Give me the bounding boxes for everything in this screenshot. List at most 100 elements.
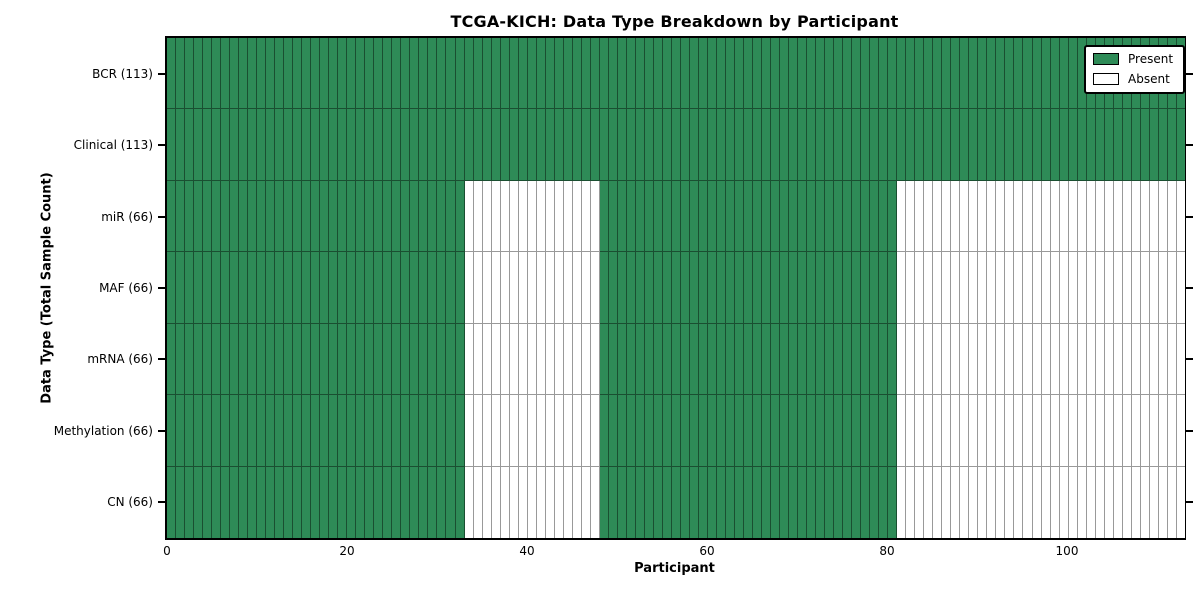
heatmap-cell-present bbox=[320, 395, 330, 467]
heatmap-cell-absent bbox=[563, 395, 573, 467]
heatmap-cell-present bbox=[257, 252, 267, 324]
heatmap-cell-absent bbox=[1149, 323, 1159, 396]
y-tickmark-left bbox=[158, 144, 165, 147]
x-tick-label: 80 bbox=[879, 544, 895, 558]
heatmap-cell-present bbox=[780, 180, 790, 253]
heatmap-cell-present bbox=[266, 395, 276, 467]
heatmap-cell-present bbox=[221, 109, 231, 181]
heatmap-cell-present bbox=[707, 38, 717, 110]
heatmap-cell-absent bbox=[1014, 466, 1024, 538]
heatmap-cell-absent bbox=[464, 466, 474, 538]
heatmap-cell-present bbox=[392, 38, 402, 110]
heatmap-cell-present bbox=[347, 180, 357, 253]
heatmap-cell-present bbox=[194, 38, 204, 110]
heatmap-cell-absent bbox=[960, 180, 970, 253]
heatmap-cell-present bbox=[293, 180, 303, 253]
heatmap-cell-present bbox=[185, 109, 195, 181]
heatmap-cell-present bbox=[698, 38, 708, 110]
heatmap-cell-absent bbox=[509, 252, 519, 324]
heatmap-row bbox=[167, 180, 1185, 253]
heatmap-cell-present bbox=[716, 109, 726, 181]
heatmap-cell-present bbox=[410, 109, 420, 181]
heatmap-cell-absent bbox=[987, 395, 997, 467]
heatmap-cell-present bbox=[473, 109, 483, 181]
y-tick-labels: BCR (113) Clinical (113) miR (66) MAF (66) m… bbox=[0, 38, 153, 538]
heatmap-cell-present bbox=[212, 109, 222, 181]
heatmap-cell-present bbox=[212, 466, 222, 538]
heatmap-cell-present bbox=[816, 466, 826, 538]
heatmap-cell-present bbox=[356, 395, 366, 467]
heatmap-cell-present bbox=[365, 395, 375, 467]
heatmap-cell-present bbox=[617, 466, 627, 538]
heatmap-cell-present bbox=[689, 109, 699, 181]
heatmap-cell-present bbox=[590, 109, 600, 181]
heatmap-cell-absent bbox=[1077, 466, 1087, 538]
heatmap-cell-present bbox=[816, 323, 826, 396]
heatmap-cell-present bbox=[401, 466, 411, 538]
heatmap-cell-absent bbox=[473, 180, 483, 253]
heatmap-cell-absent bbox=[1104, 323, 1114, 396]
heatmap-cell-absent bbox=[527, 323, 537, 396]
heatmap-cell-present bbox=[365, 109, 375, 181]
heatmap-cell-present bbox=[383, 323, 393, 396]
heatmap-cell-present bbox=[212, 323, 222, 396]
heatmap-cell-present bbox=[1059, 109, 1069, 181]
heatmap-cell-absent bbox=[1131, 323, 1141, 396]
heatmap-cell-present bbox=[1059, 38, 1069, 110]
heatmap-cell-present bbox=[401, 180, 411, 253]
heatmap-cell-present bbox=[771, 109, 781, 181]
heatmap-cell-absent bbox=[500, 180, 510, 253]
heatmap-cell-absent bbox=[996, 395, 1006, 467]
y-tick-label: CN (66) bbox=[107, 495, 153, 510]
heatmap-cell-present bbox=[915, 38, 925, 110]
heatmap-cell-present bbox=[428, 38, 438, 110]
heatmap-rows bbox=[167, 38, 1185, 538]
heatmap-cell-present bbox=[789, 395, 799, 467]
heatmap-cell-present bbox=[446, 252, 456, 324]
heatmap-cell-present bbox=[356, 252, 366, 324]
heatmap-cell-absent bbox=[897, 252, 907, 324]
heatmap-cell-absent bbox=[1176, 180, 1185, 253]
heatmap-cell-present bbox=[771, 395, 781, 467]
heatmap-cell-present bbox=[707, 323, 717, 396]
heatmap-cell-present bbox=[843, 180, 853, 253]
heatmap-cell-present bbox=[311, 38, 321, 110]
heatmap-cell-present bbox=[167, 323, 177, 396]
heatmap-cell-present bbox=[680, 252, 690, 324]
heatmap-cell-present bbox=[230, 395, 240, 467]
heatmap-cell-absent bbox=[987, 466, 997, 538]
heatmap-cell-present bbox=[608, 323, 618, 396]
heatmap-cell-present bbox=[707, 109, 717, 181]
heatmap-cell-present bbox=[780, 395, 790, 467]
heatmap-cell-present bbox=[617, 323, 627, 396]
heatmap-cell-present bbox=[671, 180, 681, 253]
heatmap-cell-present bbox=[816, 252, 826, 324]
heatmap-cell-present bbox=[789, 252, 799, 324]
heatmap-cell-absent bbox=[563, 180, 573, 253]
heatmap-cell-present bbox=[446, 395, 456, 467]
heatmap-cell-absent bbox=[1095, 395, 1105, 467]
heatmap-cell-present bbox=[302, 466, 312, 538]
heatmap-cell-present bbox=[392, 252, 402, 324]
heatmap-cell-present bbox=[239, 323, 249, 396]
heatmap-cell-present bbox=[852, 252, 862, 324]
heatmap-cell-present bbox=[762, 38, 772, 110]
heatmap-cell-present bbox=[689, 180, 699, 253]
heatmap-cell-present bbox=[320, 252, 330, 324]
heatmap-cell-present bbox=[780, 109, 790, 181]
heatmap-cell-present bbox=[635, 180, 645, 253]
heatmap-cell-present bbox=[284, 38, 294, 110]
heatmap-cell-present bbox=[176, 38, 186, 110]
heatmap-cell-absent bbox=[942, 252, 952, 324]
y-tick-label: BCR (113) bbox=[92, 66, 153, 81]
heatmap-cell-absent bbox=[1086, 252, 1096, 324]
heatmap-cell-present bbox=[1050, 109, 1060, 181]
heatmap-cell-present bbox=[248, 252, 258, 324]
heatmap-cell-present bbox=[293, 395, 303, 467]
heatmap-cell-absent bbox=[1122, 323, 1132, 396]
heatmap-cell-present bbox=[617, 252, 627, 324]
heatmap-cell-absent bbox=[536, 252, 546, 324]
heatmap-cell-present bbox=[455, 395, 465, 467]
heatmap-cell-absent bbox=[978, 466, 988, 538]
heatmap-cell-absent bbox=[482, 252, 492, 324]
